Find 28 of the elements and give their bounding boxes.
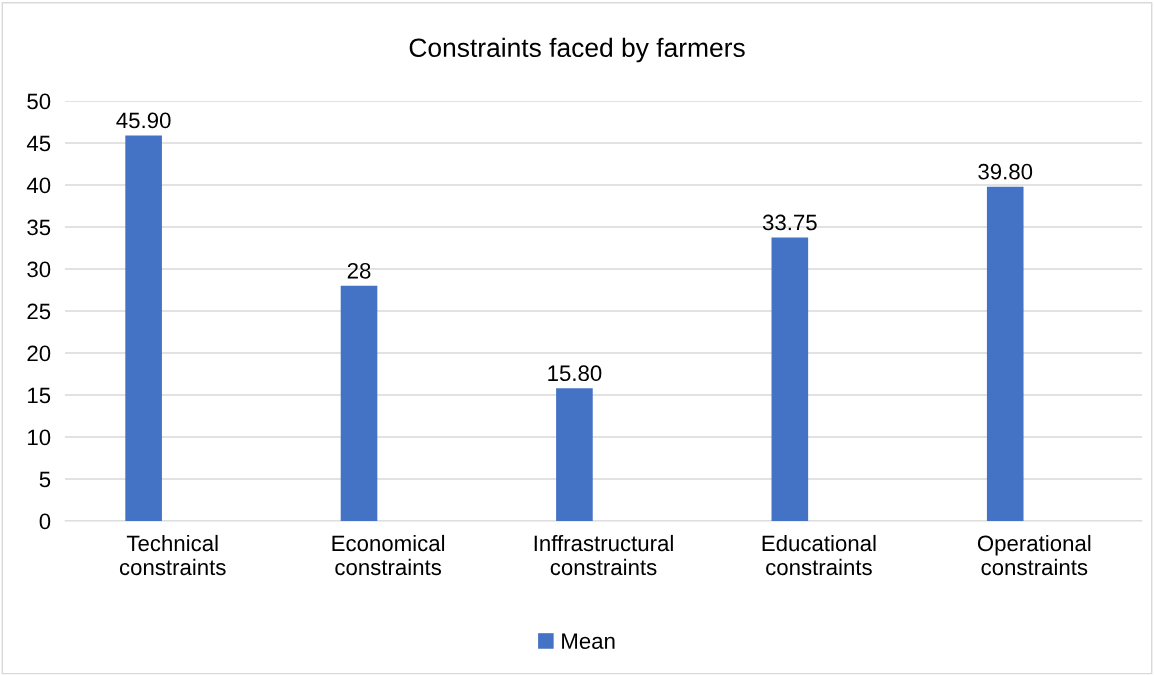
y-tick-label: 45 [26,135,51,152]
legend-label: Mean [562,633,615,649]
y-tick-label: 40 [26,177,51,194]
x-tick-label: Operational constraints [977,534,1091,576]
bar [340,285,378,521]
data-label: 39.80 [978,163,1033,180]
y-tick-label: 15 [28,387,51,404]
bar [125,135,162,521]
chart-title: Constraints faced by farmers [409,37,745,63]
bar [771,237,809,521]
data-label: 28 [347,262,371,279]
y-tick-label: 30 [27,261,51,278]
data-label: 33.75 [762,214,817,231]
data-label: 15.80 [548,365,602,382]
y-tick-label: 25 [27,303,51,320]
y-tick-label: 0 [39,513,51,530]
bar [556,388,593,521]
x-tick-label: Economical constraints [332,534,445,576]
bar [986,186,1024,521]
y-tick-label: 20 [27,345,51,362]
y-tick-label: 50 [27,93,51,110]
x-tick-label: Educational constraints [762,534,876,576]
x-tick-label: Inffrastructural constraints [534,534,673,576]
y-tick-label: 35 [27,219,51,236]
data-label: 45.90 [116,112,171,129]
x-tick-label: Technical constraints [119,534,226,576]
y-tick-label: 10 [28,429,51,446]
y-tick-label: 5 [39,471,51,488]
